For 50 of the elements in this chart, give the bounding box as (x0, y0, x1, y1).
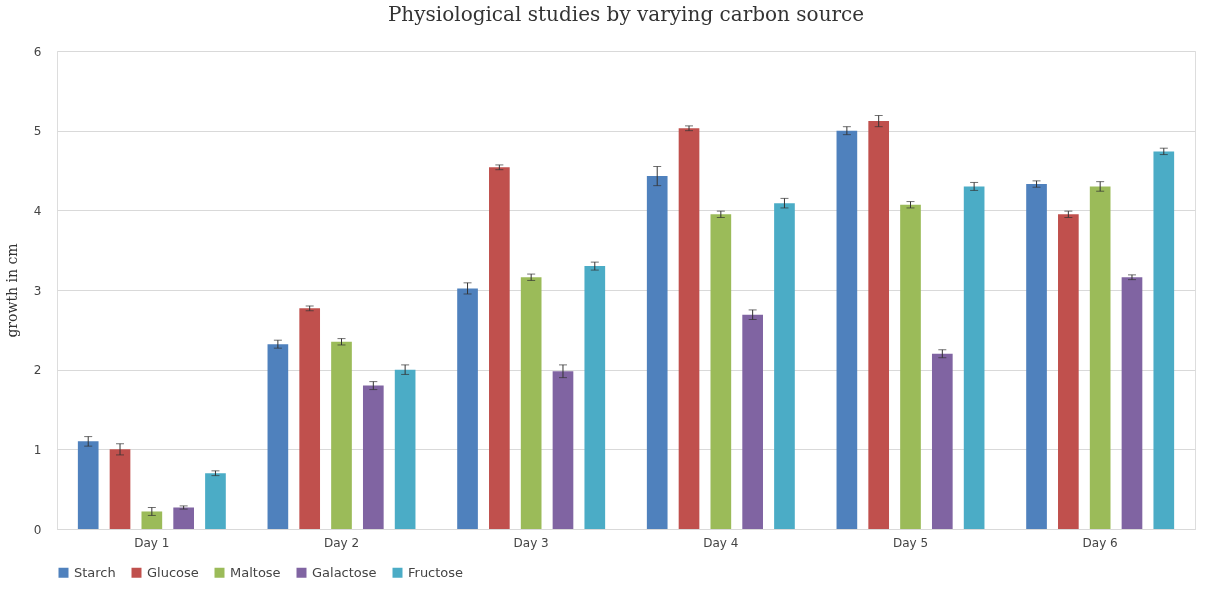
bar (678, 128, 700, 529)
bar (774, 203, 795, 529)
x-tick-label: Day 6 (1082, 535, 1118, 550)
x-tick-label: Day 5 (892, 535, 929, 550)
legend-label: Glucose (147, 564, 199, 580)
x-tick-label: Day 3 (513, 535, 549, 550)
bar (457, 288, 478, 529)
x-tick-label: Day 4 (703, 535, 739, 550)
y-axis-title: growth in cm (3, 243, 20, 338)
bar (520, 277, 542, 529)
legend-label: Galactose (312, 564, 377, 580)
bar (552, 371, 574, 529)
bar (331, 341, 352, 529)
bar (205, 473, 226, 529)
y-tick-label: 4 (33, 203, 42, 218)
bar (299, 308, 321, 529)
bar (1089, 186, 1111, 529)
bar (141, 511, 163, 529)
y-tick-label: 5 (33, 124, 42, 139)
bar (267, 344, 289, 529)
x-tick-label: Day 1 (134, 535, 170, 550)
bar (109, 449, 131, 529)
bar (584, 266, 606, 529)
bar (931, 353, 953, 529)
bar (836, 130, 858, 529)
bar (394, 369, 416, 529)
bar (868, 121, 890, 529)
y-tick-label: 1 (33, 442, 42, 457)
y-tick-label: 0 (33, 522, 42, 537)
y-tick-label: 3 (33, 283, 42, 298)
legend-label: Fructose (408, 564, 464, 580)
y-tick-label: 2 (33, 363, 42, 378)
bar (646, 176, 668, 529)
bar (710, 214, 732, 529)
x-tick-label: Day 2 (323, 535, 360, 550)
legend-label: Starch (74, 564, 116, 580)
bar (1026, 184, 1047, 529)
bar (1153, 151, 1175, 529)
bar (489, 167, 510, 529)
bar (963, 186, 985, 529)
bar (77, 441, 99, 529)
bar (1058, 214, 1079, 529)
y-tick-label: 6 (33, 44, 42, 59)
bar (742, 314, 763, 529)
legend-label: Maltose (230, 564, 281, 580)
bar (1121, 277, 1143, 529)
bar (900, 204, 921, 529)
bar (173, 507, 194, 529)
bar (362, 385, 384, 529)
chart-title: Physiological studies by varying carbon source (387, 2, 865, 26)
